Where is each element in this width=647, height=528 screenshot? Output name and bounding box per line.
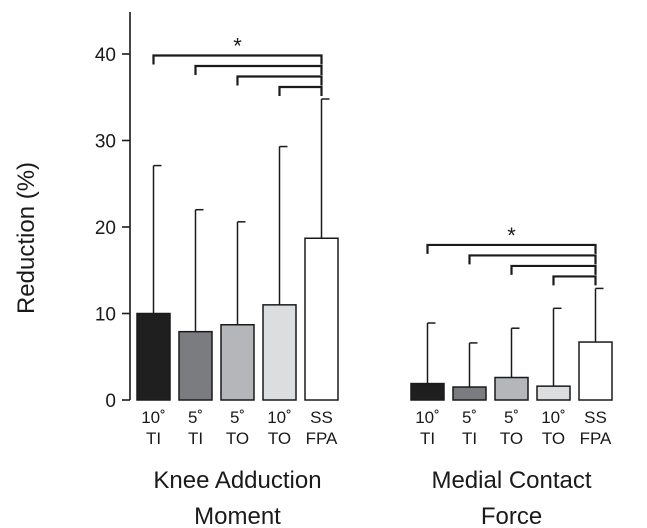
- significance-star: *: [233, 33, 242, 58]
- y-tick-label: 30: [95, 132, 116, 153]
- category-label-line2: TO: [542, 429, 565, 448]
- y-tick-label: 20: [95, 218, 116, 239]
- category-label-line1: 10˚: [415, 408, 440, 427]
- bar: [136, 312, 171, 401]
- bar: [536, 385, 571, 401]
- bar: [452, 386, 487, 401]
- category-label-line2: TO: [226, 429, 249, 448]
- category-label-line1: 10˚: [267, 408, 292, 427]
- category-label-line2: TI: [420, 429, 435, 448]
- category-label-line1: SS: [584, 408, 607, 427]
- category-label-line1: SS: [310, 408, 333, 427]
- y-axis: 0 10 20 30 40: [95, 12, 131, 412]
- category-label-line2: TO: [268, 429, 291, 448]
- bar: [578, 341, 613, 401]
- bar: [410, 382, 445, 401]
- category-label-line2: TO: [500, 429, 523, 448]
- significance-star: *: [507, 223, 516, 248]
- category-label-line2: TI: [462, 429, 477, 448]
- group-label-line: Knee Adduction: [153, 467, 321, 494]
- bar: [178, 330, 213, 401]
- bar-group: 10˚ TI 5˚ TI 5˚ TO 10˚ TO SS FPA Medial Contact For…: [410, 223, 613, 528]
- significance-bracket: [468, 254, 597, 265]
- significance-bracket: [552, 275, 597, 286]
- chart-marks: 10˚ TI 5˚ TI 5˚ TO 10˚ TO SS FPA Knee Adduction Mom…: [136, 33, 613, 528]
- group-label-line: Moment: [194, 503, 281, 528]
- y-tick-label: 10: [95, 305, 116, 326]
- significance-bracket: [236, 75, 323, 86]
- category-label-line1: 10˚: [541, 408, 566, 427]
- significance-bracket: [510, 264, 597, 275]
- y-tick-label: 0: [105, 391, 116, 412]
- significance-bracket: [152, 54, 323, 65]
- y-tick-label: 40: [95, 45, 116, 66]
- group-label-line: Force: [481, 503, 542, 528]
- category-label-line2: FPA: [580, 429, 612, 448]
- bar: [494, 376, 529, 401]
- category-label-line1: 10˚: [141, 408, 166, 427]
- category-label-line2: FPA: [306, 429, 338, 448]
- category-label-line1: 5˚: [188, 408, 203, 427]
- y-axis-label: Reduction (%): [13, 162, 40, 314]
- category-label-line2: TI: [146, 429, 161, 448]
- category-label-line2: TI: [188, 429, 203, 448]
- category-label-line1: 5˚: [462, 408, 477, 427]
- group-label-line: Medial Contact: [431, 467, 591, 494]
- category-label-line1: 5˚: [504, 408, 519, 427]
- bar: [304, 237, 339, 401]
- category-label-line1: 5˚: [230, 408, 245, 427]
- bar: [262, 304, 297, 401]
- significance-bracket: [278, 85, 323, 96]
- bar: [220, 323, 255, 401]
- bar-group: 10˚ TI 5˚ TI 5˚ TO 10˚ TO SS FPA Knee Adduction Mom…: [136, 33, 339, 528]
- significance-bracket: [426, 243, 597, 254]
- significance-bracket: [194, 64, 323, 75]
